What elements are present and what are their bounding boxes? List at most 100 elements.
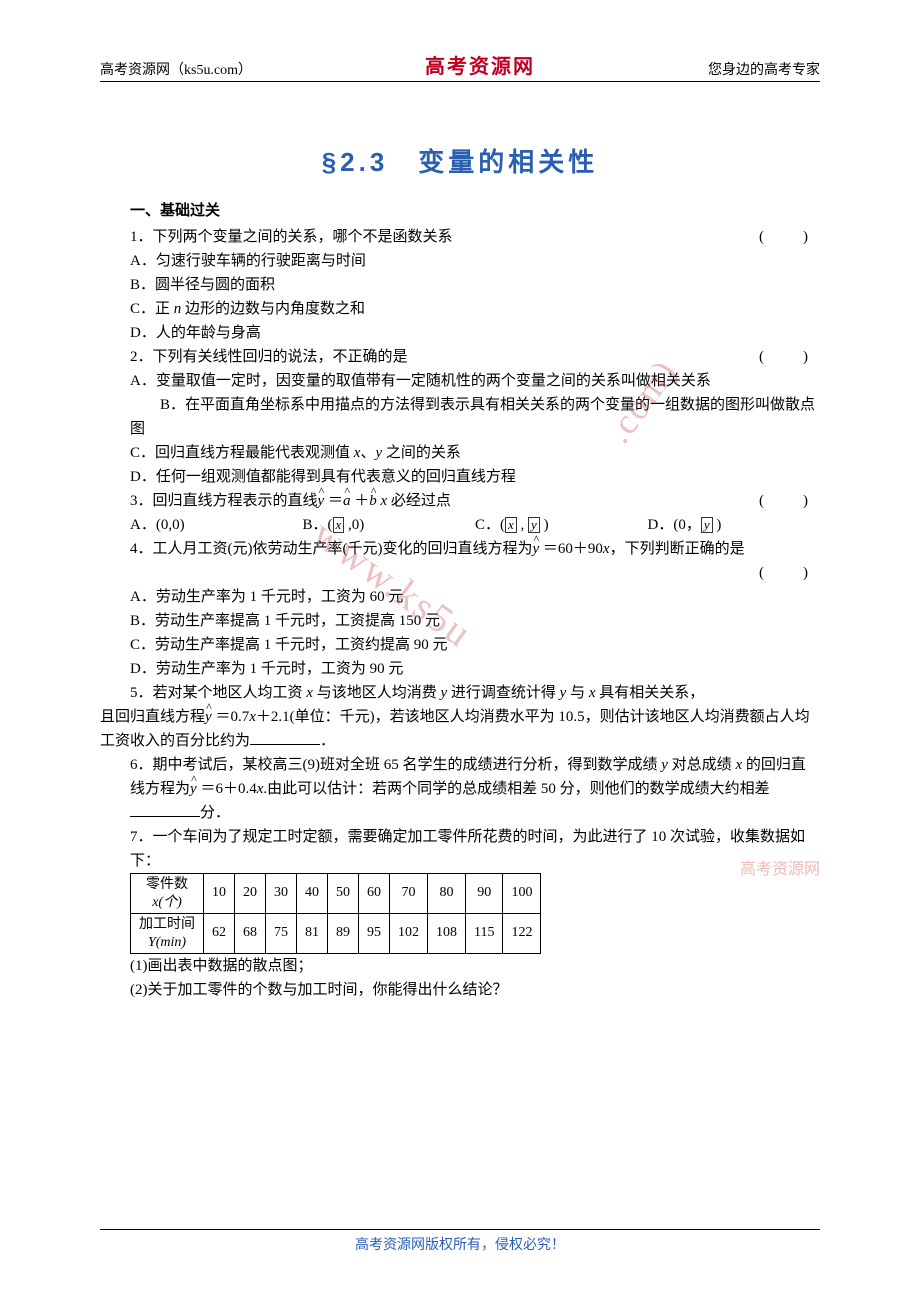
body: 一、基础过关 1．下列两个变量之间的关系，哪个不是函数关系 ( ) A．匀速行驶…: [100, 199, 820, 1002]
q3-b-pre: B．(: [303, 517, 333, 533]
x3: 40: [297, 874, 328, 914]
y5: 95: [359, 914, 390, 954]
x7: 80: [428, 874, 466, 914]
header-left: 高考资源网（ks5u.com）: [100, 59, 252, 79]
q3-post: 必经过点: [387, 493, 451, 509]
q4-stem: 4．工人月工资(元)依劳动生产率(千元)变化的回归直线方程为y ＝60＋90x，…: [130, 537, 820, 561]
q4-x: x: [603, 541, 610, 557]
q3-stem: 3．回归直线方程表示的直线y ＝a ＋b x 必经过点: [130, 489, 451, 513]
q5-blank: [250, 730, 320, 745]
y4: 89: [328, 914, 359, 954]
q3-b: b: [369, 489, 377, 513]
q3-d-post: ): [713, 517, 722, 533]
q4-opt-b: B．劳动生产率提高 1 千元时，工资提高 150 元: [130, 609, 820, 633]
q5-x2: x: [589, 685, 596, 701]
q5-line1: 5．若对某个地区人均工资 x 与该地区人均消费 y 进行调查统计得 y 与 x …: [130, 681, 820, 705]
q3-d-pre: D．(0，: [648, 517, 701, 533]
row1-header: 零件数 x(个): [131, 874, 204, 914]
x4: 50: [328, 874, 359, 914]
q6-yhat: y: [190, 777, 197, 801]
title-block: §2.3 变量的相关性: [100, 142, 820, 179]
q3-d-y: y: [701, 517, 713, 533]
page-title: §2.3 变量的相关性: [322, 147, 599, 177]
q4-paren: ( ): [759, 561, 820, 585]
q1-c-post: 边形的边数与内角度数之和: [181, 301, 365, 317]
table-row: 加工时间 Y(min) 62 68 75 81 89 95 102 108 11…: [131, 914, 541, 954]
page: www.ks5u .com) 高考资源网 高考资源网（ks5u.com） 高考资…: [0, 0, 920, 1302]
q6-line1: 6．期中考试后，某校高三(9)班对全班 65 名学生的成绩进行分析，得到数学成绩…: [130, 753, 820, 825]
q7-stem: 7．一个车间为了规定工时定额，需要确定加工零件所花费的时间，为此进行了 10 次…: [130, 825, 820, 873]
q2-c-post: 之间的关系: [382, 445, 461, 461]
q3-options: A．(0,0) B．(x ,0) C．(x , y ) D．(0，y ): [130, 513, 820, 537]
q3-opt-d: D．(0，y ): [648, 513, 821, 537]
y7: 108: [428, 914, 466, 954]
q2-paren: ( ): [759, 345, 820, 369]
q4-block: 4．工人月工资(元)依劳动生产率(千元)变化的回归直线方程为y ＝60＋90x，…: [100, 537, 820, 585]
q2-c-mid: 、: [360, 445, 375, 461]
q1-opt-a: A．匀速行驶车辆的行驶距离与时间: [130, 249, 820, 273]
q3-opt-b: B．(x ,0): [303, 513, 476, 537]
q2-stem-row: 2．下列有关线性回归的说法，不正确的是 ( ): [130, 345, 820, 369]
x1: 20: [235, 874, 266, 914]
q3-b-post: ,0): [344, 517, 364, 533]
q5-m1: 与该地区人均消费: [313, 685, 441, 701]
q4-opt-d: D．劳动生产率为 1 千元时，工资为 90 元: [130, 657, 820, 681]
r2b: Y(min): [148, 935, 186, 950]
q1-paren: ( ): [759, 225, 820, 249]
q3-b-x: x: [333, 517, 345, 533]
q2-stem: 2．下列有关线性回归的说法，不正确的是: [130, 345, 408, 369]
q1-opt-b: B．圆半径与圆的面积: [130, 273, 820, 297]
q4-post: ，下列判断正确的是: [610, 541, 745, 557]
q6-blank: [130, 802, 200, 817]
q5-pre: 5．若对某个地区人均工资: [130, 685, 306, 701]
r1b: x(个): [152, 895, 182, 910]
q6-eq: ＝6＋0.4: [197, 781, 257, 797]
q5-period: ．: [320, 733, 335, 749]
row2-header: 加工时间 Y(min): [131, 914, 204, 954]
q5-m2: 进行调查统计得: [447, 685, 560, 701]
q3-opt-c: C．(x , y ): [475, 513, 648, 537]
q3-plus: ＋: [350, 493, 369, 509]
q3-stem-row: 3．回归直线方程表示的直线y ＝a ＋b x 必经过点 ( ): [130, 489, 820, 513]
q5-l2-m: ＝0.7: [212, 709, 250, 725]
y1: 68: [235, 914, 266, 954]
header-right: 您身边的高考专家: [708, 59, 820, 79]
q7-sub1: (1)画出表中数据的散点图；: [130, 954, 820, 978]
q2-opt-b: B．在平面直角坐标系中用描点的方法得到表示具有相关关系的两个变量的一组数据的图形…: [130, 393, 820, 441]
q6-y: y: [661, 757, 668, 773]
q1-stem-row: 1．下列两个变量之间的关系，哪个不是函数关系 ( ): [130, 225, 820, 249]
q5-line2: 且回归直线方程y ＝0.7x＋2.1(单位：千元)，若该地区人均消费水平为 10…: [100, 705, 820, 753]
q1-c-pre: C．正: [130, 301, 174, 317]
page-footer: 高考资源网版权所有，侵权必究！: [100, 1229, 820, 1254]
q5-l2-y: y: [205, 705, 212, 729]
table-row: 零件数 x(个) 10 20 30 40 50 60 70 80 90 100: [131, 874, 541, 914]
q6-unit: 分．: [200, 805, 230, 821]
y9: 122: [503, 914, 541, 954]
q5-post: 具有相关关系，: [596, 685, 705, 701]
q5-l2-x: x: [249, 709, 256, 725]
q6-pre: 6．期中考试后，某校高三(9)班对全班 65 名学生的成绩进行分析，得到数学成绩: [130, 757, 661, 773]
q4-opt-a: A．劳动生产率为 1 千元时，工资为 60 元: [130, 585, 820, 609]
q3-pre: 3．回归直线方程表示的直线: [130, 493, 318, 509]
section-a-heading: 一、基础过关: [130, 199, 820, 223]
r1a: 零件数: [146, 877, 188, 892]
q2-opt-a: A．变量取值一定时，因变量的取值带有一定随机性的两个变量之间的关系叫做相关关系: [130, 369, 820, 393]
x0: 10: [204, 874, 235, 914]
y2: 75: [266, 914, 297, 954]
r2a: 加工时间: [139, 917, 195, 932]
watermark-small: 高考资源网: [740, 855, 820, 879]
q4-eq: ＝60＋90: [539, 541, 603, 557]
q3-c-x: x: [505, 517, 517, 533]
q1-stem: 1．下列两个变量之间的关系，哪个不是函数关系: [130, 225, 453, 249]
y0: 62: [204, 914, 235, 954]
q3-a: a: [343, 489, 351, 513]
q4-opt-c: C．劳动生产率提高 1 千元时，工资约提高 90 元: [130, 633, 820, 657]
q2-c-pre: C．回归直线方程最能代表观测值: [130, 445, 354, 461]
y3: 81: [297, 914, 328, 954]
q7-sub2: (2)关于加工零件的个数与加工时间，你能得出什么结论？: [130, 978, 820, 1002]
q3-c-pre: C．(: [475, 517, 505, 533]
q4-y: y: [532, 537, 539, 561]
q6-post: .由此可以估计：若两个同学的总成绩相差 50 分，则他们的数学成绩大约相差: [263, 781, 769, 797]
q1-opt-d: D．人的年龄与身高: [130, 321, 820, 345]
q2-opt-d: D．任何一组观测值都能得到具有代表意义的回归直线方程: [130, 465, 820, 489]
